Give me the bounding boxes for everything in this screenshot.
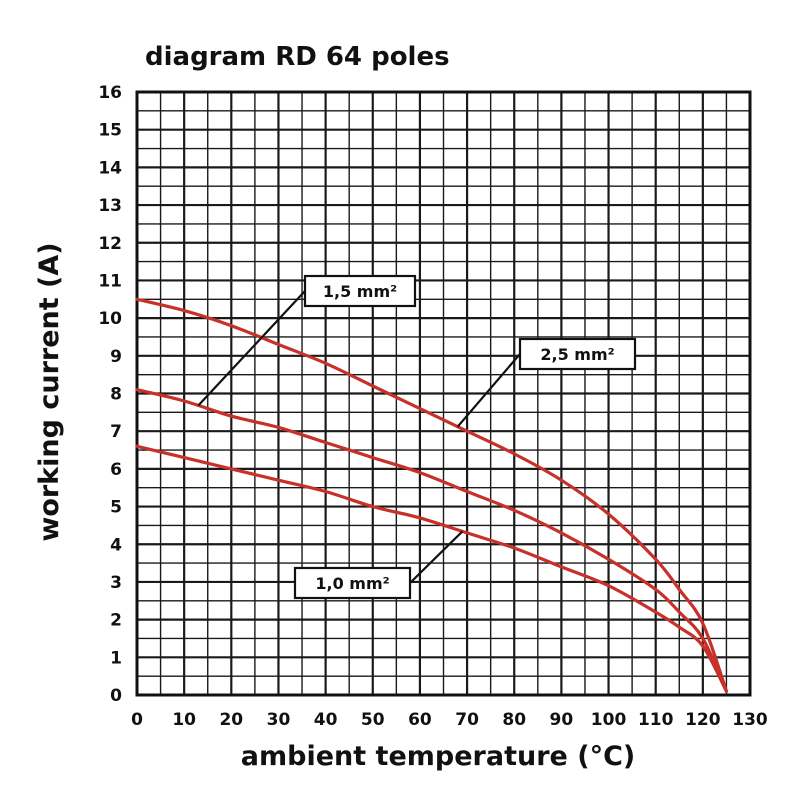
y-axis-label: working current (A) [34,242,65,541]
plot-border [135,90,752,697]
axis-ticks: 0 10 20 30 40 50 60 70 80 90 100 110 120 130012345678… [98,83,768,730]
x-axis-label: ambient temperature (°C) [241,741,635,772]
x-tick-label: 120 [685,710,721,730]
x-tick-label: 90 [550,710,574,730]
grid [135,90,752,697]
x-tick-label: 40 [314,710,338,730]
x-tick-label: 30 [267,710,291,730]
series-lines [135,297,728,693]
callout-label: 2,5 mm² [540,345,614,364]
y-tick-label: 14 [98,158,122,178]
x-tick-label: 20 [219,710,243,730]
y-tick-label: 15 [98,121,122,141]
x-tick-label: 60 [408,710,432,730]
y-tick-label: 16 [98,83,122,103]
y-tick-label: 5 [110,498,122,518]
y-tick-label: 8 [110,385,122,405]
y-tick-label: 10 [98,309,122,329]
y-tick-label: 7 [110,422,122,442]
y-tick-label: 1 [110,648,122,668]
series-line [135,297,728,693]
y-tick-label: 11 [98,271,122,291]
y-tick-label: 0 [110,686,122,706]
chart-title: diagram RD 64 poles [145,42,450,72]
callout-leader-line [197,290,306,407]
callout-leader-line [456,353,521,428]
x-tick-label: 110 [638,710,674,730]
y-tick-label: 2 [110,611,122,631]
x-tick-label: 80 [502,710,526,730]
callout-box [293,566,412,600]
y-tick-label: 9 [110,347,122,367]
series-line [135,444,728,693]
y-tick-label: 6 [110,460,122,480]
x-tick-label: 10 [172,710,196,730]
y-tick-label: 12 [98,234,122,254]
x-tick-label: 50 [361,710,385,730]
series-line [135,388,728,693]
callout-label: 1,0 mm² [315,574,389,593]
x-tick-label: 0 [131,710,143,730]
series-callouts: 1,5 mm² 2,5 mm² 1,0 mm² [197,274,637,600]
x-tick-label: 70 [455,710,479,730]
y-tick-label: 4 [110,535,122,555]
x-tick-label: 100 [591,710,627,730]
callout-box [518,337,637,371]
callout-leader-line [409,530,464,584]
callout-label: 1,5 mm² [323,282,397,301]
x-tick-label: 130 [732,710,768,730]
y-tick-label: 3 [110,573,122,593]
y-tick-label: 13 [98,196,122,216]
callout-box [303,274,417,308]
